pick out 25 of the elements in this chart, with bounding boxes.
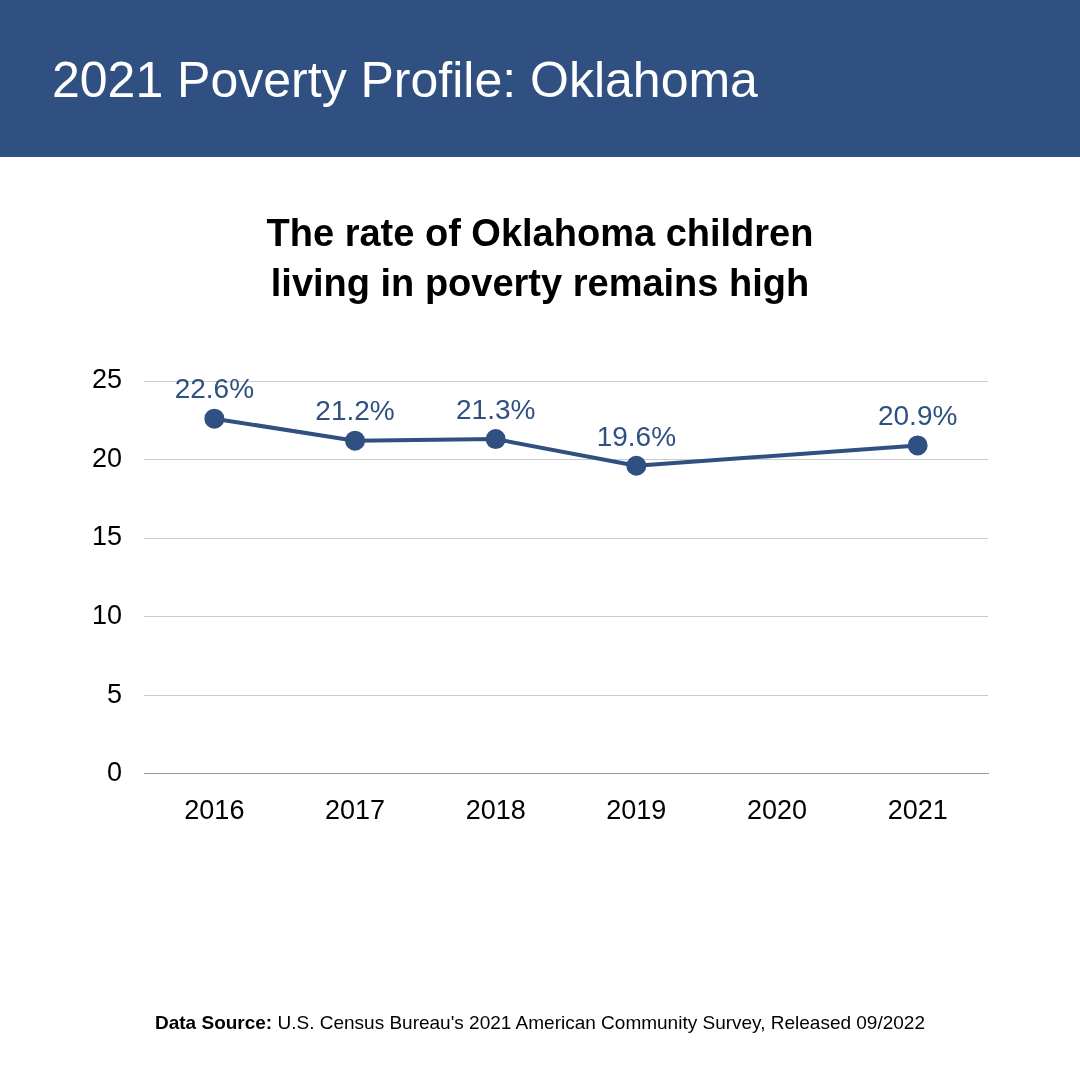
x-tick-label: 2017 <box>324 795 386 826</box>
x-tick-label: 2021 <box>887 795 948 826</box>
y-tick-label: 0 <box>107 757 123 788</box>
data-label: 21.2% <box>315 395 395 427</box>
y-tick-label: 25 <box>91 364 123 395</box>
point <box>907 435 928 456</box>
y-tick-label: 10 <box>91 600 123 631</box>
data-label: 20.9% <box>877 400 958 432</box>
data-label: 22.6% <box>174 373 255 405</box>
y-tick-label: 15 <box>91 521 123 552</box>
data-label: 21.3% <box>455 393 536 425</box>
chart-title: 2021 Poverty Profile: Oklahoma <box>52 51 758 110</box>
data-label: 19.6% <box>596 420 677 452</box>
point <box>345 430 366 451</box>
x-tick-label: 2020 <box>746 795 808 826</box>
x-tick-label: 2018 <box>465 795 526 826</box>
x-tick-label: 2019 <box>606 795 667 826</box>
y-tick-label: 5 <box>107 678 123 709</box>
chart-subtitle: The rate of Oklahoma children living in poverty remains high <box>265 211 815 306</box>
source-note: Data Source: U.S. Census Bureau's 2021 American Community Survey, Released 09/2022 <box>155 1012 925 1033</box>
point <box>204 408 225 429</box>
point <box>626 455 647 476</box>
x-tick-label: 2016 <box>184 795 245 826</box>
y-tick-label: 20 <box>91 442 123 473</box>
point <box>485 429 506 450</box>
